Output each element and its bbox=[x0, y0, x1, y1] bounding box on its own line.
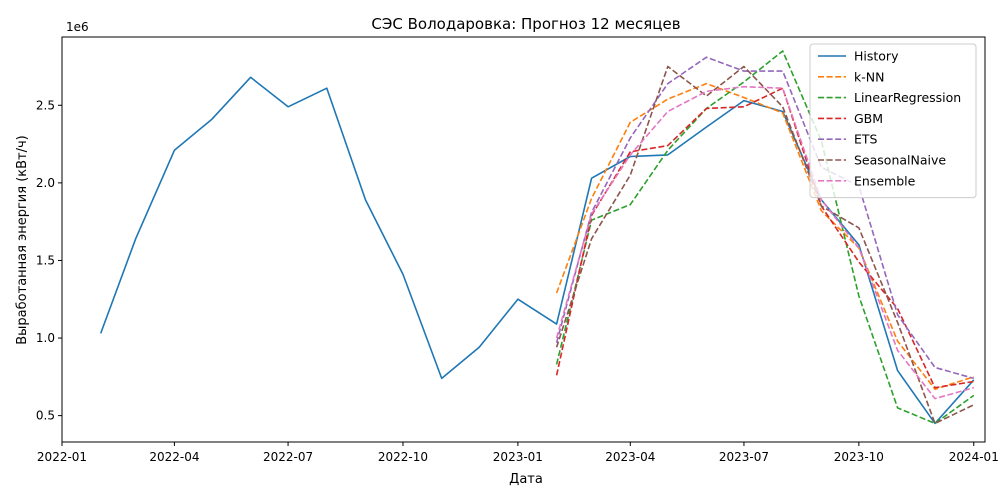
x-tick-label: 2022-10 bbox=[378, 450, 428, 464]
series-line-k-nn bbox=[555, 82, 975, 391]
x-tick-label: 2022-07 bbox=[263, 450, 313, 464]
y-axis-multiplier: 1e6 bbox=[66, 20, 89, 34]
y-tick-label: 2.5 bbox=[36, 98, 55, 112]
legend-entry-label: GBM bbox=[854, 111, 883, 126]
y-axis-label: Выработанная энергия (кВт/ч) bbox=[15, 135, 30, 345]
y-axis: 0.5 1.0 1.5 2.0 2.5 bbox=[36, 98, 62, 423]
series-line-seasonalnaive bbox=[555, 65, 975, 425]
legend-entry-label: SeasonalNaive bbox=[854, 153, 946, 168]
legend-entry-label: k-NN bbox=[854, 69, 884, 84]
plot-frame bbox=[61, 36, 986, 443]
legend-box bbox=[809, 43, 977, 199]
x-tick-label: 2023-10 bbox=[834, 450, 884, 464]
x-axis: 2022-01 2022-04 2022-07 2022-10 2023-01 2023-… bbox=[37, 442, 999, 464]
legend-entry-label: Ensemble bbox=[854, 173, 916, 188]
y-tick-label: 1.0 bbox=[36, 331, 55, 345]
x-tick-label: 2024-01 bbox=[949, 450, 999, 464]
legend: History k-NN LinearRegression GBM ETS Seasona… bbox=[809, 43, 977, 199]
y-tick-label: 1.5 bbox=[36, 253, 55, 267]
x-tick-label: 2022-04 bbox=[149, 450, 199, 464]
series-line-history bbox=[99, 76, 975, 425]
x-axis-label: Дата bbox=[509, 472, 543, 487]
x-tick-label: 2023-04 bbox=[605, 450, 655, 464]
series-layer bbox=[99, 50, 975, 425]
y-tick-label: 0.5 bbox=[36, 409, 55, 423]
chart-title: СЭС Володаровка: Прогноз 12 месяцев bbox=[371, 15, 680, 33]
x-tick-label: 2023-07 bbox=[719, 450, 769, 464]
legend-entry-label: LinearRegression bbox=[854, 90, 961, 105]
legend-entry-label: History bbox=[854, 49, 899, 64]
series-line-linearregression bbox=[555, 50, 975, 425]
x-tick-label: 2023-01 bbox=[493, 450, 543, 464]
series-line-ensemble bbox=[555, 85, 975, 400]
x-tick-label: 2022-01 bbox=[37, 450, 87, 464]
series-line-ets bbox=[555, 56, 975, 380]
y-tick-label: 2.0 bbox=[36, 176, 55, 190]
series-line-gbm bbox=[555, 87, 974, 389]
legend-entry-label: ETS bbox=[854, 132, 878, 147]
